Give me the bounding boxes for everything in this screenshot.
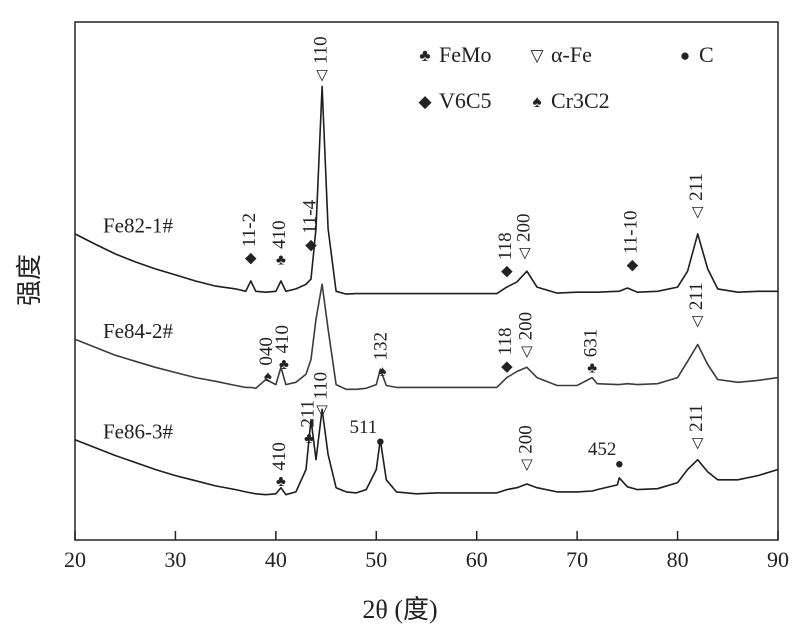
- x-tick-label: 70: [566, 547, 588, 572]
- annotation-label: 11-4: [299, 199, 320, 234]
- series-line: [74, 85, 778, 295]
- x-tick-label: 50: [365, 547, 387, 572]
- annotation-symbol: ▽: [692, 435, 704, 451]
- annotation-label: 110: [310, 36, 331, 64]
- annotation-label: 200: [515, 312, 536, 341]
- annotation-label: 200: [515, 425, 536, 454]
- plot-frame: [74, 21, 779, 541]
- x-tick-label: 90: [767, 547, 789, 572]
- annotation-symbol: ◆: [627, 258, 639, 274]
- annotation-label: 211: [686, 404, 707, 432]
- legend-label: Cr3C2: [551, 88, 610, 113]
- annotation-label: 631: [581, 329, 602, 358]
- legend-symbol: ▽: [530, 46, 544, 65]
- series-label: Fe84-2#: [103, 319, 173, 343]
- annotation-symbol: ▽: [521, 344, 533, 360]
- annotation-symbol: ▽: [519, 245, 531, 261]
- series-line: [74, 283, 779, 391]
- annotation-label: 118: [495, 232, 516, 260]
- annotation-label: 410: [269, 442, 290, 471]
- x-tick-label: 60: [466, 547, 488, 572]
- x-tick-label: 80: [667, 547, 689, 572]
- annotation-symbol: ▽: [521, 457, 533, 473]
- annotation-label: 211: [297, 400, 318, 428]
- annotation-label: 410: [272, 325, 293, 354]
- annotation-symbol: ♣: [276, 252, 286, 268]
- series-label: Fe86-3#: [103, 419, 173, 443]
- annotation-label: 118: [495, 328, 516, 356]
- legend-label: FeMo: [439, 42, 492, 67]
- annotation-label: 211: [686, 173, 707, 201]
- legend-symbol: ♣: [419, 46, 430, 65]
- annotation-symbol: ♣: [276, 474, 286, 490]
- annotation-label: 200: [513, 213, 534, 242]
- annotation-label: 511: [350, 417, 378, 438]
- annotation-symbol: ▽: [316, 403, 328, 419]
- annotation-label: 452: [588, 439, 617, 460]
- legend-symbol: ●: [680, 46, 690, 65]
- legend-label: C: [699, 42, 714, 67]
- annotation-symbol: ◆: [501, 264, 513, 280]
- annotation-label: 040: [256, 337, 277, 366]
- series-label: Fe82-1#: [103, 214, 173, 238]
- annotation-symbol: ♣: [587, 361, 597, 377]
- x-tick-label: 30: [164, 547, 186, 572]
- legend-symbol: ♠: [532, 92, 541, 111]
- legend-symbol: ◆: [418, 92, 432, 111]
- annotation-label: 11-2: [239, 213, 260, 247]
- annotation-symbol: ◆: [305, 237, 317, 253]
- annotation-label: 110: [310, 372, 331, 400]
- legend-label: α-Fe: [551, 42, 592, 67]
- annotation-symbol: ◆: [501, 359, 513, 375]
- annotation-label: 11-10: [621, 210, 642, 254]
- annotation-symbol: ♣: [279, 357, 289, 373]
- annotation-label: 410: [269, 220, 290, 249]
- series-line: [74, 408, 779, 496]
- annotation-symbol: ▽: [692, 314, 704, 330]
- annotation-symbol: ▽: [692, 204, 704, 220]
- y-axis-label: 强度: [15, 254, 44, 306]
- x-tick-label: 20: [64, 547, 86, 572]
- annotation-symbol: ●: [615, 456, 624, 472]
- x-axis-label: 2θ (度): [362, 595, 437, 624]
- annotation-symbol: ♠: [264, 369, 272, 385]
- legend-label: V6C5: [439, 88, 492, 113]
- annotation-symbol: ♣: [304, 431, 314, 447]
- annotation-symbol: ◆: [245, 251, 257, 267]
- x-tick-label: 40: [265, 547, 287, 572]
- annotation-symbol: ▽: [316, 68, 328, 84]
- annotation-symbol: ●: [376, 434, 385, 450]
- annotation-label: 211: [686, 282, 707, 310]
- annotation-symbol: ♠: [378, 364, 386, 380]
- annotation-label: 132: [371, 332, 392, 361]
